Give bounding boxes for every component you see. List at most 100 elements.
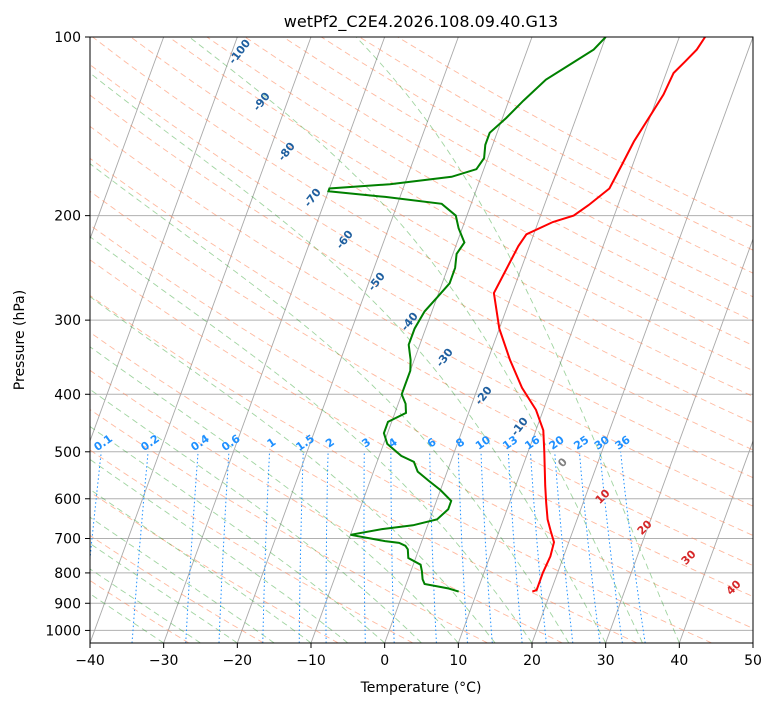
mixing-ratio-line — [480, 451, 493, 643]
y-tick-label: 800 — [54, 566, 81, 582]
moist-adiabat-line — [189, 37, 643, 643]
mixing-ratio-line — [578, 451, 601, 643]
mixing-ratio-label: 1 — [265, 435, 279, 450]
dry-adiabat-line — [90, 295, 712, 643]
dry-adiabat-line — [397, 37, 753, 229]
dry-adiabat-line — [90, 534, 264, 643]
mixing-ratio-line — [185, 451, 199, 643]
dry-adiabat-line — [90, 125, 753, 507]
dry-adiabat-label: -90 — [250, 90, 273, 114]
isotherm-line — [752, 641, 753, 643]
dry-adiabat-line — [90, 224, 753, 598]
isotherm-line — [605, 237, 753, 643]
mixing-ratio-label: 0.1 — [92, 432, 115, 454]
x-tick-label: −20 — [223, 653, 253, 669]
mixing-ratio-line — [429, 451, 437, 643]
dry-adiabat-label: -40 — [398, 310, 421, 334]
mixing-ratio-line — [507, 451, 523, 643]
x-tick-label: 30 — [597, 653, 615, 669]
isotherm-line — [678, 439, 753, 643]
isotherm-line — [531, 37, 753, 643]
dry-adiabat-line — [90, 190, 753, 567]
dewpoint-profile-line — [327, 37, 607, 593]
dry-adiabat-line — [206, 37, 753, 346]
dry-adiabat-line — [90, 157, 753, 536]
isotherm-line — [90, 37, 165, 241]
x-axis-title: Temperature (°C) — [360, 680, 482, 696]
dry-adiabat-line — [90, 449, 414, 643]
x-tick-label: 40 — [670, 653, 688, 669]
isotherm-line — [90, 37, 238, 443]
y-tick-label: 900 — [54, 596, 81, 612]
dry-adiabat-label: -80 — [275, 140, 298, 164]
moist-adiabat-line — [90, 458, 349, 643]
y-tick-label: 500 — [54, 445, 81, 461]
moist-adiabat-line — [90, 388, 422, 643]
mixing-ratio-label: 3 — [359, 435, 373, 450]
moist-adiabat-line — [90, 425, 385, 643]
moist-adiabat-line — [90, 346, 459, 643]
mixing-ratio-label: 2 — [323, 435, 337, 450]
dry-adiabat-label: -70 — [301, 186, 324, 210]
temperature-profile-line — [492, 37, 706, 593]
moist-adiabat-line — [90, 236, 533, 643]
x-tick-label: −30 — [149, 653, 179, 669]
mixing-ratio-label: 0.4 — [188, 432, 212, 454]
mixing-ratio-label: 10 — [473, 433, 493, 453]
reference-lines — [90, 37, 753, 643]
mixing-ratio-label: 30 — [592, 433, 612, 453]
dry-adiabat-line — [321, 37, 753, 274]
mixing-ratio-line — [131, 451, 149, 643]
y-tick-label: 400 — [54, 387, 81, 403]
dry-adiabat-label: -60 — [333, 228, 356, 252]
mixing-ratio-line — [457, 451, 468, 643]
x-axis: −40 −30 −20 −10 0 10 20 30 40 50 — [75, 643, 762, 669]
x-tick-label: 50 — [744, 653, 762, 669]
dry-adiabat-line — [282, 37, 753, 298]
mixing-ratio-line — [529, 451, 547, 643]
isotherm-line — [457, 37, 680, 643]
plot-area — [90, 37, 753, 643]
isotherm-line — [90, 37, 312, 643]
moist-adiabat-line — [90, 163, 570, 643]
isotherm-line — [384, 37, 607, 643]
moist-adiabat-line — [355, 37, 680, 643]
grid-lines — [90, 37, 753, 643]
mixing-ratio-label: 36 — [613, 433, 633, 453]
moist-adiabat-label: 10 — [593, 486, 613, 506]
mixing-ratio-label: 16 — [522, 433, 542, 453]
isotherm-line — [163, 37, 386, 643]
dry-adiabat-line — [90, 369, 563, 643]
dry-adiabat-line — [90, 409, 488, 643]
moist-adiabat-line — [90, 542, 238, 643]
y-tick-label: 300 — [54, 313, 81, 329]
mixing-ratio-line — [325, 451, 329, 643]
x-tick-label: 20 — [523, 653, 541, 669]
x-tick-label: −10 — [296, 653, 326, 669]
dry-adiabat-line — [244, 37, 753, 322]
x-tick-label: 0 — [380, 653, 389, 669]
mixing-ratio-line — [218, 451, 230, 643]
mixing-ratio-label: 6 — [425, 435, 439, 450]
y-tick-label: 600 — [54, 492, 81, 508]
dry-adiabat-line — [90, 491, 339, 643]
y-tick-label: 100 — [54, 30, 81, 46]
chart-title: wetPf2_C2E4.2026.108.09.40.G13 — [284, 12, 558, 32]
moist-adiabat-line — [90, 488, 312, 643]
moist-adiabat-line — [90, 593, 164, 643]
y-axis-title: Pressure (hPa) — [12, 290, 28, 390]
y-tick-label: 1000 — [45, 623, 81, 639]
moist-adiabat-label: 40 — [724, 577, 744, 597]
mixing-ratio-line — [90, 451, 102, 564]
dry-adiabat-label: -20 — [472, 384, 495, 408]
moist-adiabat-line — [90, 296, 496, 643]
mixing-ratio-line — [363, 451, 366, 643]
mixing-ratio-line — [599, 451, 623, 643]
mixing-ratio-line — [554, 451, 574, 643]
moist-adiabat-line — [90, 568, 201, 643]
moist-adiabat-line — [90, 72, 607, 643]
mixing-ratio-label: 25 — [571, 433, 591, 452]
dry-adiabat-line — [92, 37, 753, 424]
isotherm-line — [236, 37, 459, 643]
